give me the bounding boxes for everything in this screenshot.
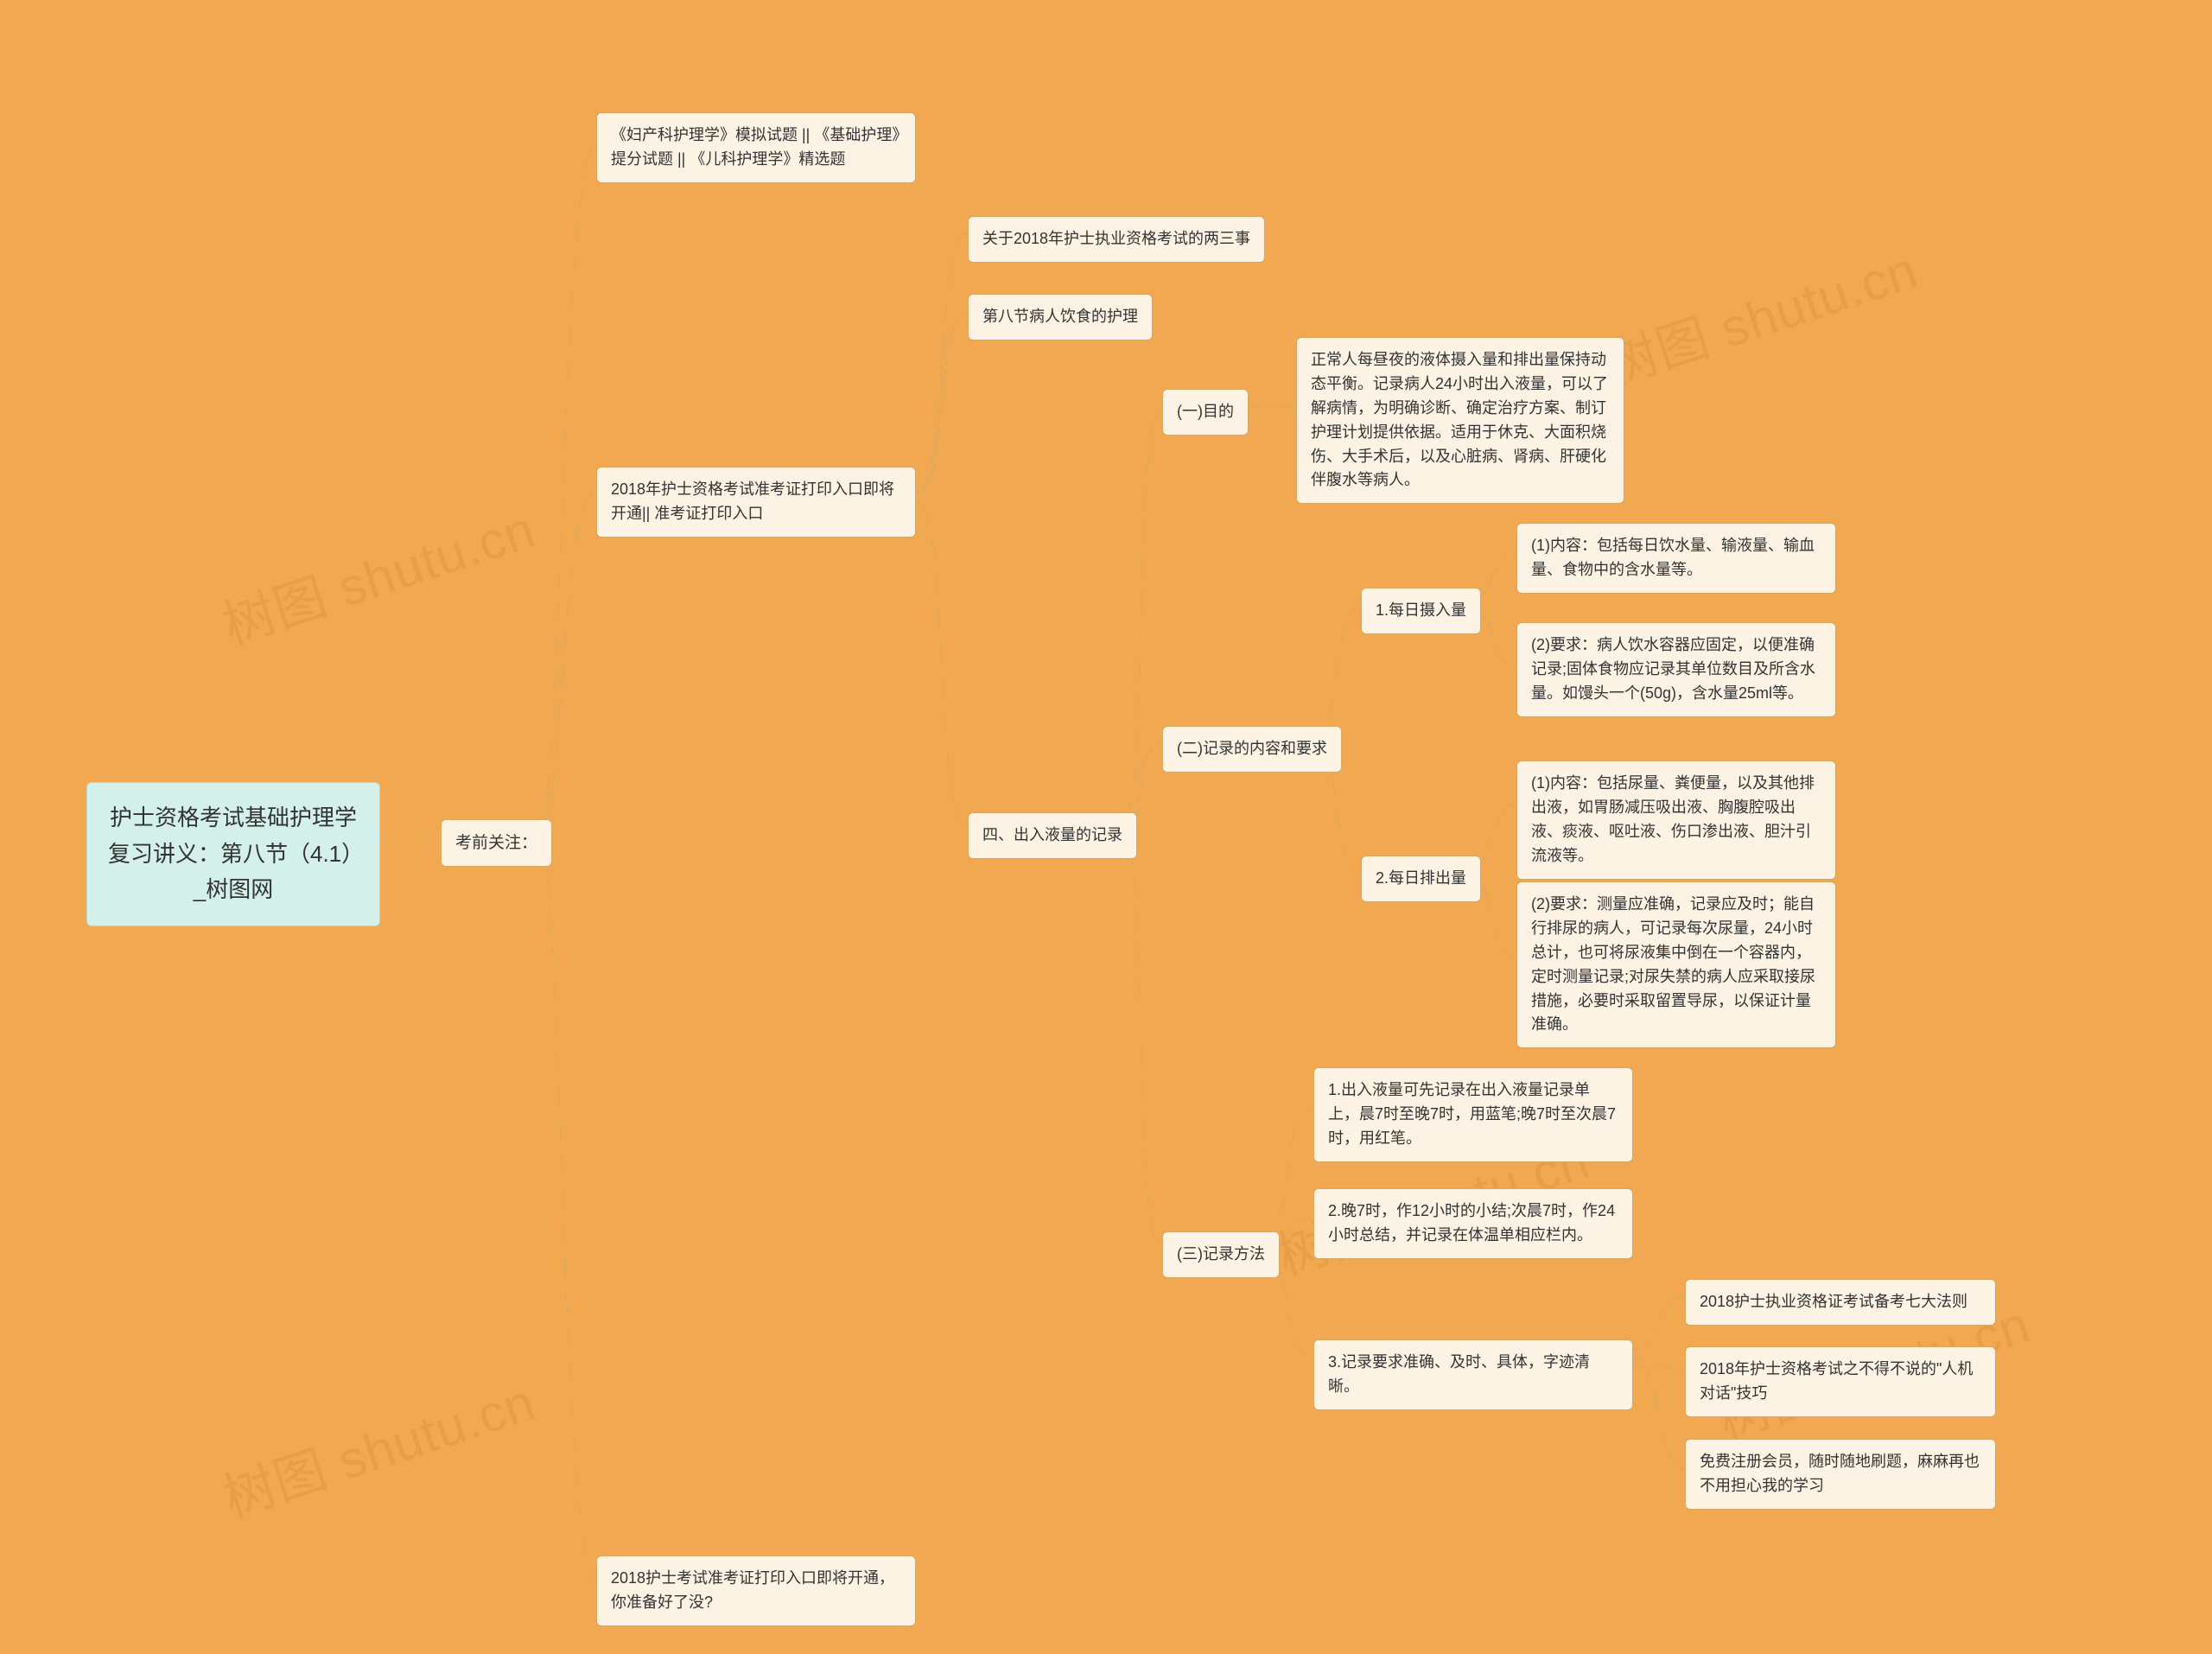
leaf-text: 1.出入液量可先记录在出入液量记录单上，晨7时至晚7时，用蓝笔;晚7时至次晨7时… xyxy=(1313,1067,1633,1162)
leaf-text: 免费注册会员，随时随地刷题，麻麻再也不用担心我的学习 xyxy=(1685,1439,1996,1510)
root-node: 护士资格考试基础护理学 复习讲义：第八节（4.1） _树图网 xyxy=(86,782,380,926)
branch-item: 《妇产科护理学》模拟试题 || 《基础护理》提分试题 || 《儿科护理学》精选题 xyxy=(596,112,916,183)
section-label: (二)记录的内容和要求 xyxy=(1162,726,1342,773)
leaf-text: 3.记录要求准确、及时、具体，字迹清晰。 xyxy=(1313,1339,1633,1410)
leaf-text: 2018年护士资格考试之不得不说的"人机对话"技巧 xyxy=(1685,1346,1996,1417)
leaf-text: (2)要求：病人饮水容器应固定，以便准确记录;固体食物应记录其单位数目及所含水量… xyxy=(1516,622,1836,717)
sub-item: 关于2018年护士执业资格考试的两三事 xyxy=(968,216,1265,263)
sub-label: 2.每日排出量 xyxy=(1361,856,1481,902)
sub-item: 四、出入液量的记录 xyxy=(968,812,1137,859)
leaf-text: (1)内容：包括每日饮水量、输液量、输血量、食物中的含水量等。 xyxy=(1516,523,1836,594)
section-text: 正常人每昼夜的液体摄入量和排出量保持动态平衡。记录病人24小时出入液量，可以了解… xyxy=(1296,337,1624,504)
leaf-text: 2.晚7时，作12小时的小结;次晨7时，作24小时总结，并记录在体温单相应栏内。 xyxy=(1313,1188,1633,1259)
sub-label: 1.每日摄入量 xyxy=(1361,588,1481,634)
root-line: 复习讲义：第八节（4.1） xyxy=(108,837,359,873)
branch-item: 2018年护士资格考试准考证打印入口即将开通|| 准考证打印入口 xyxy=(596,467,916,538)
root-line: 护士资格考试基础护理学 xyxy=(108,800,359,837)
branch-item: 2018护士考试准考证打印入口即将开通，你准备好了没? xyxy=(596,1555,916,1626)
leaf-text: 2018护士执业资格证考试备考七大法则 xyxy=(1685,1279,1996,1326)
root-line: _树图网 xyxy=(108,872,359,908)
sub-item: 第八节病人饮食的护理 xyxy=(968,294,1153,340)
hub-node: 考前关注： xyxy=(441,819,552,867)
leaf-text: (1)内容：包括尿量、粪便量，以及其他排出液，如胃肠减压吸出液、胸腹腔吸出液、痰… xyxy=(1516,760,1836,880)
leaf-text: (2)要求：测量应准确，记录应及时；能自行排尿的病人，可记录每次尿量，24小时总… xyxy=(1516,881,1836,1048)
section-label: (一)目的 xyxy=(1162,389,1249,436)
section-label: (三)记录方法 xyxy=(1162,1231,1280,1278)
